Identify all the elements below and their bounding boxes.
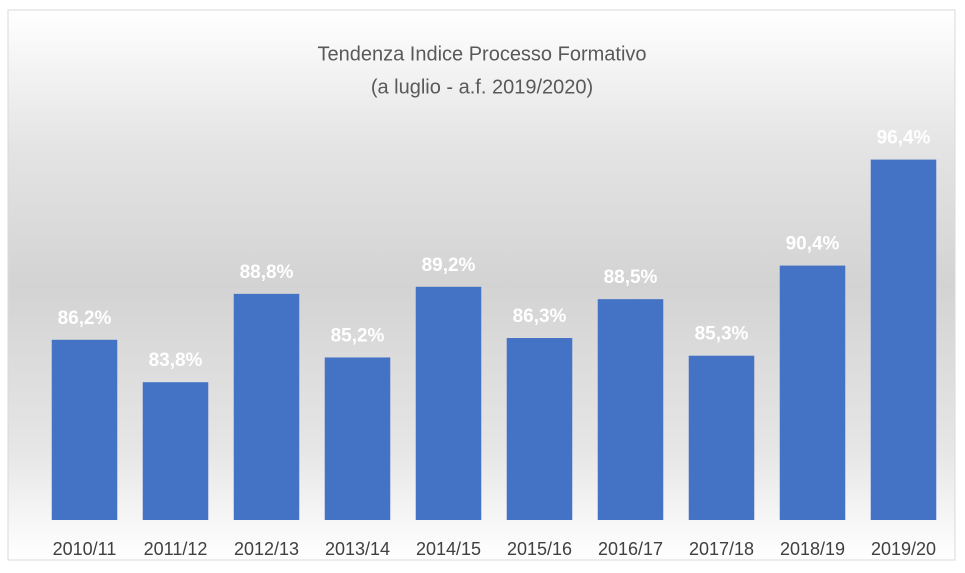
- x-tick-label: 2019/20: [871, 539, 936, 559]
- x-tick-label: 2017/18: [689, 539, 754, 559]
- bar: [51, 339, 118, 520]
- x-tick-label: 2014/15: [416, 539, 481, 559]
- chart-subtitle: (a luglio - a.f. 2019/2020): [371, 76, 593, 98]
- bar: [506, 338, 573, 520]
- value-label: 85,3%: [695, 324, 749, 345]
- value-label: 88,5%: [604, 267, 658, 288]
- bar: [142, 382, 209, 520]
- value-label: 88,8%: [240, 262, 294, 283]
- bar: [870, 159, 937, 520]
- value-label: 83,8%: [149, 350, 203, 371]
- x-tick-label: 2012/13: [234, 539, 299, 559]
- x-tick-label: 2011/12: [144, 539, 208, 559]
- value-label: 89,2%: [422, 255, 476, 276]
- chart-title: Tendenza Indice Processo Formativo: [317, 43, 646, 65]
- x-tick-label: 2018/19: [780, 539, 845, 559]
- x-tick-label: 2016/17: [598, 539, 663, 559]
- bar: [597, 299, 664, 520]
- x-tick-label: 2010/11: [53, 539, 117, 559]
- value-label: 90,4%: [786, 234, 840, 255]
- x-tick-label: 2015/16: [507, 539, 572, 559]
- bar: [415, 286, 482, 520]
- bar: [779, 265, 846, 520]
- bar: [324, 357, 391, 520]
- bar: [688, 355, 755, 520]
- value-label: 85,2%: [331, 325, 385, 346]
- value-label: 86,2%: [58, 308, 112, 329]
- value-label: 96,4%: [877, 128, 931, 149]
- bar: [233, 293, 300, 520]
- x-tick-label: 2013/14: [325, 539, 390, 559]
- value-label: 86,3%: [513, 306, 567, 327]
